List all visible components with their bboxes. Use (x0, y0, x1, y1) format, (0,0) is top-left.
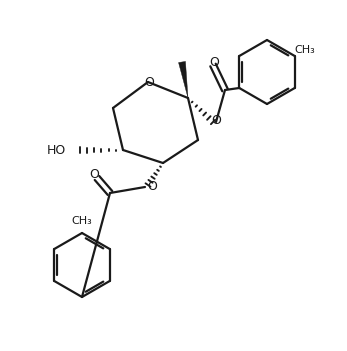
Text: HO: HO (47, 144, 66, 157)
Text: O: O (144, 77, 154, 90)
Text: CH₃: CH₃ (71, 216, 92, 226)
Text: O: O (211, 114, 221, 127)
Text: O: O (147, 180, 157, 193)
Text: O: O (209, 55, 219, 68)
Text: O: O (89, 168, 99, 181)
Polygon shape (179, 61, 188, 98)
Text: CH₃: CH₃ (295, 45, 315, 55)
